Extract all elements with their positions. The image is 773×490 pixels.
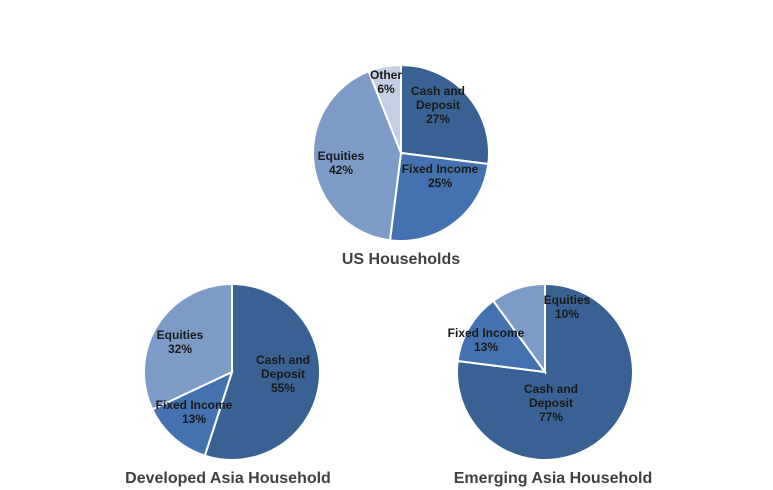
pie-slice-fixed-income: [456, 299, 548, 374]
pie-slice-cash-and-deposit: [203, 282, 321, 461]
developed-asia-pie: Cash and Deposit 55% Fixed Income 13% Equitie…: [143, 282, 321, 461]
pie-slice-other: [367, 63, 402, 154]
data-label-equities: Equities 32%: [157, 328, 204, 356]
us-households-pie: Cash and Deposit 27% Fixed Income 25% Equitie…: [312, 63, 490, 242]
pie-slice-cash-and-deposit: [400, 63, 490, 166]
data-label-equities: Equities 42%: [318, 149, 365, 177]
pie-slice-equities: [491, 282, 546, 376]
emerging-asia-title: Emerging Asia Household: [454, 470, 653, 487]
data-label-equities: Equities 10%: [544, 293, 591, 321]
data-label-fixed-income: Fixed Income 25%: [402, 162, 479, 190]
data-label-fixed-income: Fixed Income 13%: [156, 398, 233, 426]
emerging-asia-pie: Cash and Deposit 77% Fixed Income 13% Equitie…: [448, 282, 634, 461]
pie-slice-fixed-income: [151, 370, 234, 457]
data-label-other: Other 6%: [370, 68, 402, 96]
pie-slice-equities: [143, 282, 233, 411]
data-label-cash-and-deposit: Cash and Deposit 55%: [256, 353, 310, 395]
pie-slice-fixed-income: [388, 151, 490, 242]
data-label-cash-and-deposit: Cash and Deposit 77%: [524, 382, 578, 424]
data-label-fixed-income: Fixed Income 13%: [448, 326, 525, 354]
pie-slice-equities: [312, 69, 403, 242]
us-households-title: US Households: [342, 251, 460, 268]
data-label-cash-and-deposit: Cash and Deposit 27%: [411, 84, 465, 126]
developed-asia-title: Developed Asia Household: [125, 470, 331, 487]
